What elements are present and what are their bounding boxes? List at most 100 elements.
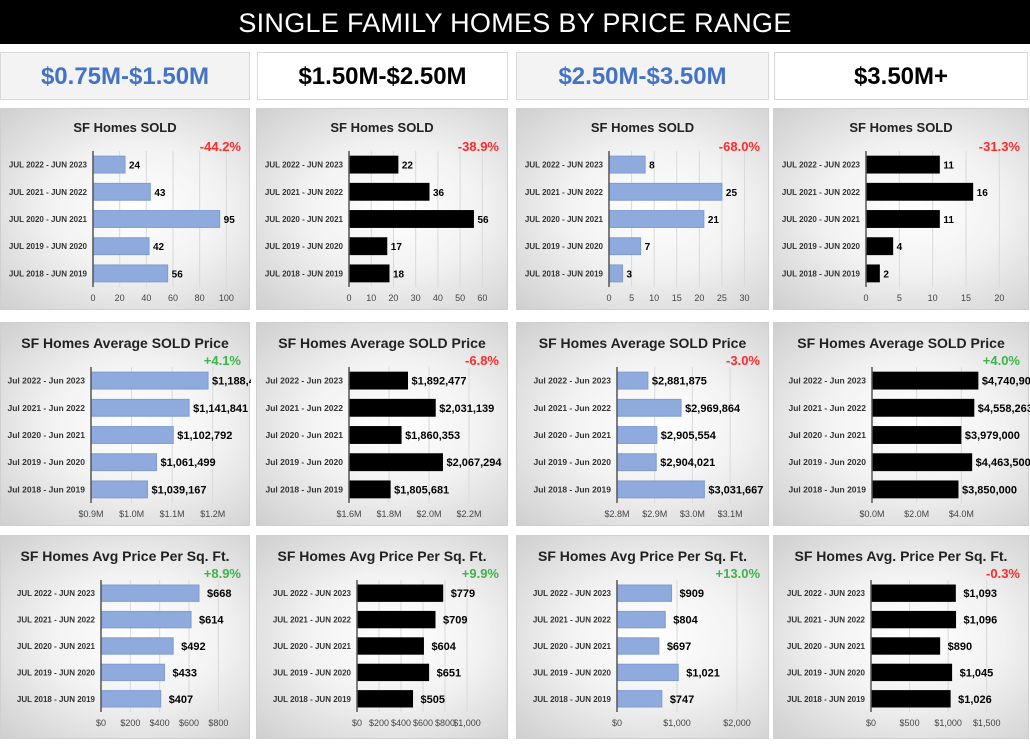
value-label: $4,558,263 [978,403,1030,415]
bar-chart: $0 $200 $400 $600 $800$1,000 JUL 2022 - JUN 2… [273,580,481,728]
category-label: Jul 2018 - Jun 2019 [534,484,612,494]
bar-chart: 0 10 20 30 40 50 60 JUL 2022 - JUN 2023 22 JUL 20… [265,151,489,303]
x-tick-label: 60 [477,293,487,303]
chart-panel: SF Homes Avg. Price Per Sq. Ft. -0.3% $0 $5… [773,535,1029,739]
category-label: JUL 2022 - JUN 2023 [17,589,96,598]
bar [608,237,642,256]
value-label: 11 [943,161,954,172]
category-label: JUL 2019 - JUN 2020 [9,242,88,251]
bar [348,237,388,256]
category-label: JUL 2021 - JUN 2022 [17,616,96,625]
bar [616,584,673,602]
x-tick-label: $800 [435,718,455,728]
value-label: 42 [153,242,165,253]
bar [356,610,436,629]
x-tick-label: 0 [346,293,351,303]
value-label: $614 [199,615,224,627]
bar [871,371,979,390]
bar [348,182,430,201]
bar [871,480,959,499]
category-label: Jul 2020 - Jun 2021 [789,430,867,440]
bar-chart: $1.6M $1.8M $2.0M $2.2M Jul 2022 - Jun 2023 $… [266,367,502,519]
bar [871,426,962,444]
chart-title: SF Homes Average SOLD Price [21,335,229,351]
page-title: SINGLE FAMILY HOMES BY PRICE RANGE [0,0,1030,44]
x-tick-label: 40 [433,293,443,303]
chart-title: SF Homes SOLD [590,120,695,135]
value-label: $1,093 [963,588,997,600]
bar [616,426,658,444]
category-label: JUL 2019 - JUN 2020 [17,668,96,677]
value-label: $1,860,353 [405,430,460,442]
x-tick-label: 20 [115,293,125,303]
bar [100,610,192,629]
change-percent: -44.2% [199,139,241,154]
category-label: JUL 2020 - JUN 2021 [525,215,604,224]
bar [348,155,399,174]
chart-panel: SF Homes Avg Price Per Sq. Ft. +13.0% $0 $1… [516,535,769,739]
range-header-3.50m-plus: $3.50M+ [774,52,1028,100]
category-label: Jul 2021 - Jun 2022 [8,403,86,413]
x-tick-label: 40 [141,293,151,303]
x-tick-label: 20 [388,293,398,303]
category-label: JUL 2018 - JUN 2019 [525,269,604,278]
x-tick-label: 60 [168,293,178,303]
category-label: Jul 2019 - Jun 2020 [8,457,86,467]
chart-panel: SF Homes Average SOLD Price +4.0% $0.0M $2.… [773,322,1030,526]
value-label: $407 [169,694,193,706]
value-label: 17 [391,242,403,253]
x-tick-label: 100 [219,293,234,303]
value-label: $1,021 [686,667,720,679]
x-tick-label: $1.0M [119,509,144,519]
value-label: $890 [948,641,972,653]
bar [356,663,430,682]
category-label: JUL 2022 - JUN 2023 [525,161,604,170]
bar [865,155,940,174]
bar [865,182,974,201]
category-label: JUL 2022 - JUN 2023 [273,589,352,598]
value-label: 11 [943,215,954,226]
category-label: JUL 2018 - JUN 2019 [782,269,861,278]
x-tick-label: 5 [897,293,902,303]
bar [608,155,646,174]
category-label: JUL 2020 - JUN 2021 [265,215,344,224]
category-label: Jul 2021 - Jun 2022 [789,403,867,413]
chart-panel: SF Homes Avg Price Per Sq. Ft. +9.9% $0 $20… [256,535,508,739]
x-tick-label: 5 [629,293,634,303]
x-tick-label: $2,000 [723,718,751,728]
bar-chart: 0 5 10 15 20 25 30 JUL 2022 - JUN 2023 8 JUL 2021… [525,151,749,303]
x-tick-label: 25 [717,293,727,303]
change-percent: +9.9% [461,566,499,581]
value-label: $804 [673,615,698,627]
value-label: 56 [477,215,489,226]
bar-chart: $0 $1,000 $2,000 JUL 2022 - JUN 2023 $909 JUL… [533,580,751,728]
chart-panel: SF Homes SOLD -44.2% 0 20 40 60 80 100 JUL 2022 … [0,108,250,310]
value-label: 43 [154,188,166,199]
x-tick-label: 0 [863,293,868,303]
value-label: $4,463,500 [976,457,1030,469]
value-label: $909 [680,588,704,600]
x-tick-label: $0.9M [78,509,103,519]
bar [92,264,169,283]
chart-panel: SF Homes SOLD -68.0% 0 5 10 15 20 25 30 JUL 2022 … [516,108,769,310]
x-tick-label: $2.2M [456,509,481,519]
x-tick-label: 15 [961,293,971,303]
value-label: 22 [402,161,414,172]
value-label: 25 [726,188,738,199]
category-label: Jul 2020 - Jun 2021 [8,430,86,440]
x-tick-label: $4.0M [949,509,974,519]
x-tick-label: $0 [96,718,106,728]
x-tick-label: $2.9M [642,509,667,519]
bar [616,637,660,655]
category-label: JUL 2020 - JUN 2021 [17,642,96,651]
category-label: Jul 2022 - Jun 2023 [8,376,86,386]
x-tick-label: $3.0M [680,509,705,519]
x-tick-label: 20 [994,293,1004,303]
x-tick-label: $500 [900,718,920,728]
value-label: $1,102,792 [177,430,232,442]
chart-panel: SF Homes Avg Price Per Sq. Ft. +8.9% $0 $20… [0,535,250,739]
chart-panel: SF Homes SOLD -38.9% 0 10 20 30 40 50 60 JUL 2022… [256,108,508,310]
category-label: Jul 2020 - Jun 2021 [266,430,344,440]
bar [870,584,956,602]
value-label: $1,061,499 [161,457,216,469]
